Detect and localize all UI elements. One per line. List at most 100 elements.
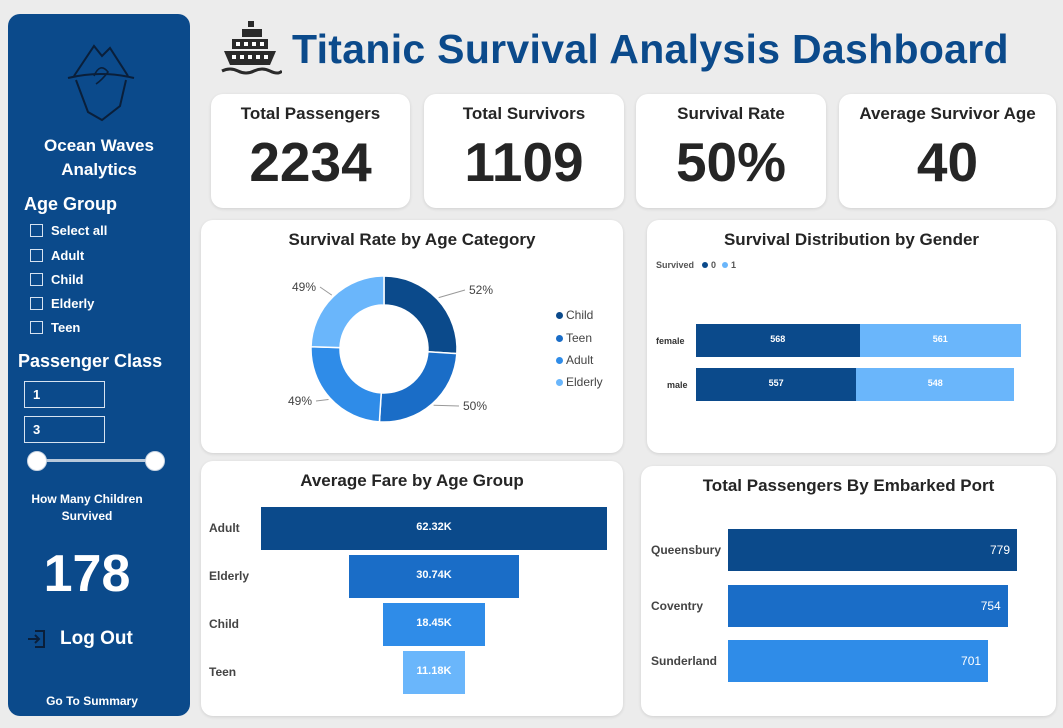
donut-chart: 52% 50% 49% 49%: [288, 275, 493, 423]
legend-swatch: [556, 334, 563, 342]
leader-line: [319, 286, 333, 296]
gender-bar-female-survived-1[interactable]: 561: [859, 324, 1021, 357]
age-option-select-all[interactable]: Select all: [30, 223, 107, 238]
fare-category-label: Adult: [209, 521, 240, 535]
fare-bar-teen[interactable]: 11.18K: [402, 651, 466, 694]
kpi-value: 1109: [464, 131, 584, 193]
category-label-female: female: [656, 336, 685, 346]
checkbox[interactable]: [30, 273, 43, 286]
legend-child: Child: [556, 308, 593, 322]
fare-category-label: Child: [209, 617, 239, 631]
kpi-total-survivors: Total Survivors 1109: [424, 94, 624, 208]
go-to-summary-link[interactable]: Go To Summary: [46, 694, 138, 708]
leader-line: [315, 398, 329, 402]
chart-title: Average Fare by Age Group: [300, 471, 524, 490]
checkbox[interactable]: [30, 297, 43, 310]
age-option-child[interactable]: Child: [30, 272, 84, 287]
kpi-value: 2234: [249, 131, 372, 193]
class-slider-track[interactable]: [36, 459, 155, 462]
passenger-class-title: Passenger Class: [18, 351, 163, 371]
checkbox[interactable]: [30, 321, 43, 334]
donut-slice-child[interactable]: [383, 275, 458, 355]
donut-slice-teen[interactable]: [378, 350, 458, 423]
legend-swatch: [556, 311, 563, 319]
fare-bar-adult[interactable]: 62.32K: [261, 507, 607, 550]
donut-data-label: 50%: [463, 399, 487, 413]
bar-value-label: 754: [980, 599, 1001, 613]
chart-title: Survival Rate by Age Category: [288, 230, 536, 249]
leader-line: [438, 289, 466, 299]
logout-button[interactable]: Log Out: [26, 628, 133, 650]
gender-bar-male-survived-0[interactable]: 557: [696, 368, 857, 401]
bar-value-label: 779: [989, 543, 1010, 557]
age-category-donut-panel: Survival Rate by Age Category 52% 50% 49% 4…: [201, 220, 623, 453]
age-group-title: Age Group: [24, 194, 117, 214]
kpi-label: Average Survivor Age: [859, 104, 1036, 123]
legend-adult: Adult: [556, 353, 593, 367]
gender-bar-male-survived-1[interactable]: 548: [856, 368, 1015, 401]
children-survived-label: How Many Children Survived: [31, 492, 143, 523]
ship-icon: [221, 21, 282, 75]
bar-value-label: 548: [927, 378, 943, 388]
fare-bar-child[interactable]: 18.45K: [382, 603, 486, 646]
donut-data-label: 49%: [292, 280, 316, 294]
sidebar: Ocean Waves Analytics Age Group Select a…: [8, 14, 190, 716]
port-bar-sunderland[interactable]: 701: [728, 640, 989, 682]
port-bar-coventry[interactable]: 754: [728, 585, 1008, 627]
kpi-average-survivor-age: Average Survivor Age 40: [839, 94, 1056, 208]
chart-title: Survival Distribution by Gender: [723, 230, 980, 249]
bar-value-label: 561: [932, 334, 948, 344]
kpi-value: 50%: [675, 131, 787, 193]
page-title: Titanic Survival Analysis Dashboard: [292, 25, 1009, 72]
port-bar-queensbury[interactable]: 779: [728, 529, 1017, 571]
category-label-male: male: [667, 380, 688, 390]
bar-value-label: 568: [770, 334, 786, 344]
fare-bar-elderly[interactable]: 30.74K: [348, 555, 520, 598]
fare-category-label: Elderly: [209, 569, 250, 583]
legend-swatch: [702, 262, 709, 268]
port-category-label: Queensbury: [651, 543, 722, 557]
dashboard-header: Titanic Survival Analysis Dashboard: [218, 14, 1009, 84]
bar-value-label: 701: [961, 654, 982, 668]
age-option-adult[interactable]: Adult: [30, 248, 84, 263]
legend-swatch: [722, 262, 729, 268]
checkbox[interactable]: [30, 224, 43, 237]
iceberg-logo-icon: [67, 44, 135, 122]
class-slider-max-handle[interactable]: [145, 451, 165, 471]
port-category-label: Coventry: [651, 599, 704, 613]
fare-category-label: Teen: [209, 665, 237, 679]
logout-icon: [28, 630, 45, 648]
bar-value-label: 62.32K: [416, 521, 452, 533]
gender-bar-female-survived-0[interactable]: 568: [696, 324, 860, 357]
children-survived-value: 178: [43, 545, 131, 603]
class-min-input[interactable]: 1: [24, 381, 105, 408]
class-slider-min-handle[interactable]: [27, 451, 47, 471]
checkbox[interactable]: [30, 249, 43, 262]
bar-value-label: 557: [768, 378, 784, 388]
donut-data-label: 52%: [469, 283, 493, 297]
port-category-label: Sunderland: [651, 654, 718, 668]
donut-data-label: 49%: [288, 394, 312, 408]
kpi-value: 40: [916, 131, 979, 193]
kpi-total-passengers: Total Passengers 2234: [211, 94, 410, 208]
kpi-survival-rate: Survival Rate 50%: [636, 94, 826, 208]
class-max-input[interactable]: 3: [24, 416, 105, 443]
age-option-teen[interactable]: Teen: [30, 320, 80, 335]
age-option-elderly[interactable]: Elderly: [30, 296, 94, 311]
bar-value-label: 30.74K: [416, 569, 452, 581]
bar-value-label: 18.45K: [416, 617, 452, 629]
gender-legend: Survived 0 1: [656, 260, 737, 270]
company-name: Ocean Waves Analytics: [44, 136, 154, 179]
kpi-label: Total Survivors: [462, 104, 586, 123]
donut-slice-adult[interactable]: [310, 345, 383, 423]
legend-teen: Teen: [556, 331, 592, 345]
legend-swatch: [556, 378, 563, 386]
gender-distribution-panel: Survival Distribution by Gender Survived…: [647, 220, 1056, 453]
kpi-label: Total Passengers: [240, 104, 381, 123]
chart-title: Total Passengers By Embarked Port: [702, 476, 995, 495]
donut-slice-elderly[interactable]: [310, 275, 385, 349]
legend-swatch: [556, 356, 563, 364]
legend-elderly: Elderly: [556, 375, 603, 389]
bar-value-label: 11.18K: [416, 665, 452, 677]
average-fare-panel: Average Fare by Age Group Adult 62.32K Eld…: [201, 461, 623, 716]
